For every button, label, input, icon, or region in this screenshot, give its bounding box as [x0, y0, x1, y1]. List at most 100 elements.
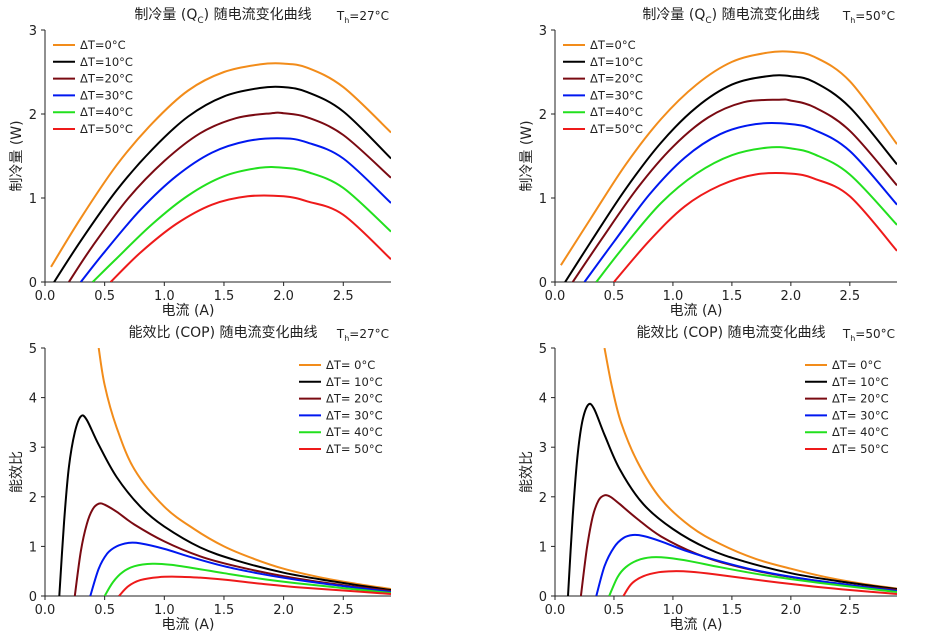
legend-label: ΔT= 10°C — [326, 375, 383, 389]
chart-title: 制冷量 (QC) 随电流变化曲线 — [642, 7, 819, 26]
legend-label: ΔT=20°C — [80, 72, 133, 86]
x-tick-label: 0.0 — [545, 289, 566, 304]
x-tick-label: 2.5 — [839, 603, 860, 618]
legend-label: ΔT=30°C — [80, 88, 133, 102]
x-axis-label: 电流 (A) — [670, 303, 723, 319]
y-axis-label: 制冷量 (W) — [519, 120, 535, 191]
legend-label: ΔT= 30°C — [832, 408, 889, 422]
y-tick-label: 0 — [29, 276, 37, 291]
legend-label: ΔT=10°C — [80, 55, 133, 69]
y-tick-label: 1 — [29, 540, 37, 555]
legend: ΔT=0°C ΔT=10°C ΔT=20°C ΔT=30°C ΔT=40°C ΔT=50°… — [53, 38, 133, 136]
x-tick-label: 0.5 — [604, 603, 625, 618]
x-tick-label: 1.5 — [722, 603, 743, 618]
y-tick-label: 0 — [539, 590, 547, 605]
y-tick-label: 4 — [29, 392, 37, 407]
condition-label: Th=27°C — [336, 9, 389, 25]
series-line-5 — [595, 146, 897, 282]
y-tick-label: 2 — [29, 108, 37, 123]
chart-title: 能效比 (COP) 随电流变化曲线 — [636, 325, 825, 341]
series-line-1 — [603, 348, 897, 590]
series-line-3 — [68, 111, 391, 282]
condition-label: Th=50°C — [842, 327, 895, 343]
series-line-4 — [583, 122, 897, 282]
y-tick-label: 2 — [539, 108, 547, 123]
series-line-3 — [571, 98, 897, 282]
y-tick-label: 2 — [539, 491, 547, 506]
x-axis-label: 电流 (A) — [162, 303, 215, 319]
legend: ΔT= 0°C ΔT= 10°C ΔT= 20°C ΔT= 30°C ΔT= 40°C Δ… — [299, 358, 383, 456]
x-tick-label: 0.5 — [604, 289, 625, 304]
series-line-1 — [560, 50, 897, 266]
series-line-6 — [118, 575, 391, 596]
series-line-2 — [563, 74, 897, 282]
legend-label: ΔT=0°C — [80, 38, 126, 52]
y-axis-label: 能效比 — [519, 451, 535, 493]
y-tick-label: 3 — [29, 441, 37, 456]
legend-label: ΔT= 0°C — [832, 358, 881, 372]
legend-label: ΔT= 10°C — [832, 375, 889, 389]
chart-panel-1: 0.0 0.5 1.0 1.5 2.0 2.5 0 1 2 3 电流 (A) 制冷量 (W) 制冷量 (… — [9, 7, 391, 319]
series-line-4 — [80, 137, 391, 282]
series-line-5 — [92, 166, 391, 282]
y-tick-label: 4 — [539, 392, 547, 407]
y-tick-label: 1 — [539, 540, 547, 555]
chart-panel-4: 0.0 0.5 1.0 1.5 2.0 2.5 0 1 2 3 4 5 电流 (A) 能效比 能效比 (CO… — [519, 325, 897, 633]
y-tick-label: 3 — [29, 24, 37, 39]
chart-title: 制冷量 (QC) 随电流变化曲线 — [134, 7, 311, 26]
chart-panel-2: 0.0 0.5 1.0 1.5 2.0 2.5 0 1 2 3 电流 (A) 制冷量 (W) 制冷量 (… — [519, 7, 897, 319]
x-tick-label: 2.0 — [273, 603, 294, 618]
x-tick-label: 0.0 — [545, 603, 566, 618]
legend: ΔT= 0°C ΔT= 10°C ΔT= 20°C ΔT= 30°C ΔT= 40°C Δ… — [805, 358, 889, 456]
series-line-4 — [595, 533, 897, 596]
series-line-2 — [58, 414, 391, 596]
legend-label: ΔT= 50°C — [326, 442, 383, 456]
series-line-3 — [73, 502, 391, 596]
x-tick-label: 0.0 — [35, 603, 56, 618]
x-tick-label: 1.0 — [154, 603, 175, 618]
x-tick-label: 1.5 — [214, 603, 235, 618]
condition-label: Th=27°C — [336, 327, 389, 343]
legend-label: ΔT=50°C — [590, 122, 643, 136]
x-tick-label: 0.5 — [94, 289, 115, 304]
x-tick-label: 0.0 — [35, 289, 56, 304]
x-tick-label: 1.0 — [663, 289, 684, 304]
legend-label: ΔT= 40°C — [832, 425, 889, 439]
y-tick-label: 5 — [29, 342, 37, 357]
series-line-1 — [97, 348, 391, 591]
series-line-1 — [50, 62, 391, 268]
x-tick-label: 2.0 — [273, 289, 294, 304]
condition-label: Th=50°C — [842, 9, 895, 25]
legend-label: ΔT=40°C — [590, 105, 643, 119]
series-line-6 — [109, 194, 391, 282]
y-tick-label: 1 — [29, 192, 37, 207]
y-tick-label: 2 — [29, 491, 37, 506]
x-axis-label: 电流 (A) — [670, 617, 723, 633]
x-tick-label: 1.5 — [722, 289, 743, 304]
legend-label: ΔT=10°C — [590, 55, 643, 69]
legend-label: ΔT=0°C — [590, 38, 636, 52]
y-tick-label: 3 — [539, 24, 547, 39]
legend-label: ΔT= 50°C — [832, 442, 889, 456]
chart-panel-3: 0.0 0.5 1.0 1.5 2.0 2.5 0 1 2 3 4 5 电流 (A) 能效比 能效比 (CO… — [9, 325, 391, 633]
series-line-5 — [103, 562, 391, 596]
x-tick-label: 1.0 — [663, 603, 684, 618]
series-line-5 — [608, 556, 897, 596]
series-line-6 — [622, 570, 897, 596]
legend-label: ΔT=40°C — [80, 105, 133, 119]
y-tick-label: 0 — [29, 590, 37, 605]
x-tick-label: 1.5 — [214, 289, 235, 304]
legend: ΔT=0°C ΔT=10°C ΔT=20°C ΔT=30°C ΔT=40°C ΔT=50°… — [563, 38, 643, 136]
legend-label: ΔT=20°C — [590, 72, 643, 86]
x-tick-label: 0.5 — [94, 603, 115, 618]
x-tick-label: 2.0 — [781, 603, 802, 618]
legend-label: ΔT=30°C — [590, 88, 643, 102]
series-line-2 — [52, 85, 391, 282]
x-tick-label: 2.5 — [333, 289, 354, 304]
chart-title: 能效比 (COP) 随电流变化曲线 — [128, 325, 317, 341]
series-line-4 — [89, 541, 391, 596]
x-tick-label: 1.0 — [154, 289, 175, 304]
legend-label: ΔT= 20°C — [832, 392, 889, 406]
y-tick-label: 0 — [539, 276, 547, 291]
